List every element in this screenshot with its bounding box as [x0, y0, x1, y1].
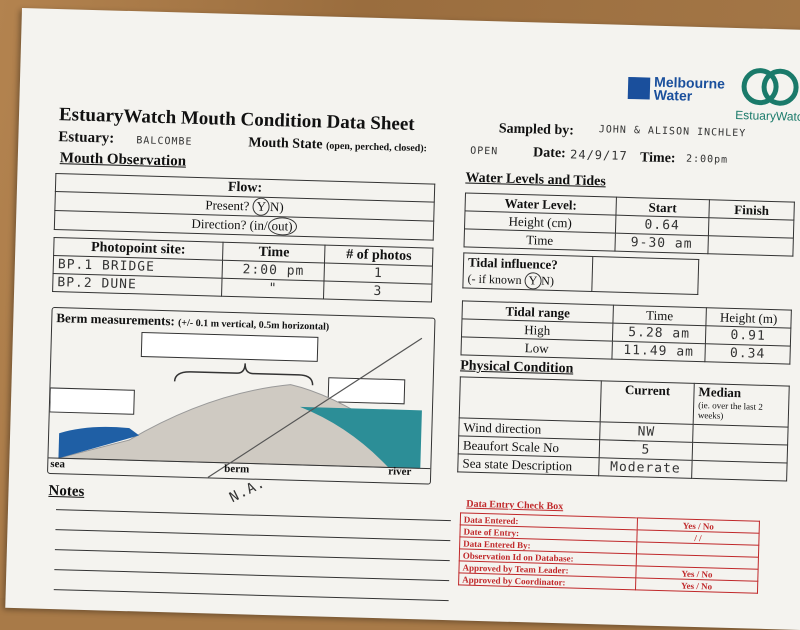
- berm-diagram: Berm measurements: (+/- 0.1 m vertical, …: [47, 306, 436, 485]
- check-box-title: Data Entry Check Box: [466, 498, 564, 513]
- estuary-value: BALCOMBE: [136, 135, 193, 148]
- tidal-range-table: Tidal range Time Height (m) High 5.28 am…: [460, 300, 792, 365]
- berm-label: berm: [224, 462, 250, 476]
- notes-heading: Notes: [48, 482, 85, 500]
- notes-line: [53, 589, 449, 602]
- direction-out-circle: out): [267, 216, 297, 236]
- ew-text: EstuaryWatch: [735, 107, 800, 125]
- notes-line: [55, 529, 451, 542]
- mw-square-icon: [627, 76, 651, 100]
- physical-heading: Physical Condition: [459, 358, 574, 377]
- tidal-influence-table: Tidal influence? (- if known Y N): [462, 252, 699, 295]
- berm-illustration: [48, 331, 431, 478]
- tidal-y-circle: Y: [524, 271, 542, 290]
- sea-label: sea: [50, 457, 66, 471]
- mouth-state-hint: (open, perched, closed):: [325, 140, 428, 155]
- date-label: Date:: [532, 145, 567, 162]
- data-sheet: Melbourne Water EstuaryWatch EstuaryWatc…: [5, 8, 800, 630]
- water-levels-heading: Water Levels and Tides: [465, 170, 607, 190]
- berm-na-note: N.A.: [227, 474, 268, 507]
- mouth-state: Mouth State (open, perched, closed):: [248, 135, 427, 156]
- tidal-influence-cell: Tidal influence? (- if known Y N): [462, 252, 593, 292]
- present-y-circle: Y: [252, 197, 271, 216]
- flow-table: Flow: Present? Y N) Direction? (in/out): [54, 173, 435, 241]
- estuary-label: Estuary:: [58, 129, 115, 147]
- sampled-by-value: JOHN & ALISON INCHLEY: [598, 124, 747, 140]
- time-label: Time:: [639, 150, 676, 167]
- photopoint-table: Photopoint site: Time # of photos BP.1 B…: [52, 237, 433, 303]
- notes-line: [55, 509, 451, 522]
- mouth-state-label: Mouth State: [248, 135, 323, 153]
- mouth-state-value: OPEN: [470, 145, 499, 158]
- physical-table: Current Median (ie. over the last 2 week…: [457, 376, 790, 482]
- date-value: 24/9/17: [569, 147, 628, 163]
- notes-line: [54, 549, 450, 562]
- time-value: 2:00pm: [685, 153, 729, 166]
- estuarywatch-logo: EstuaryWatch: [735, 64, 800, 124]
- river-label: river: [388, 465, 412, 479]
- sampled-by-label: Sampled by:: [498, 121, 575, 139]
- water-levels-table: Water Level: Start Finish Height (cm) 0.…: [463, 192, 795, 257]
- mouth-observation-heading: Mouth Observation: [59, 150, 187, 170]
- check-box-table: Data Entered: Yes / No Date of Entry: / / …: [458, 512, 760, 594]
- notes-line: [54, 569, 450, 582]
- estuarywatch-rings-icon: [741, 68, 799, 106]
